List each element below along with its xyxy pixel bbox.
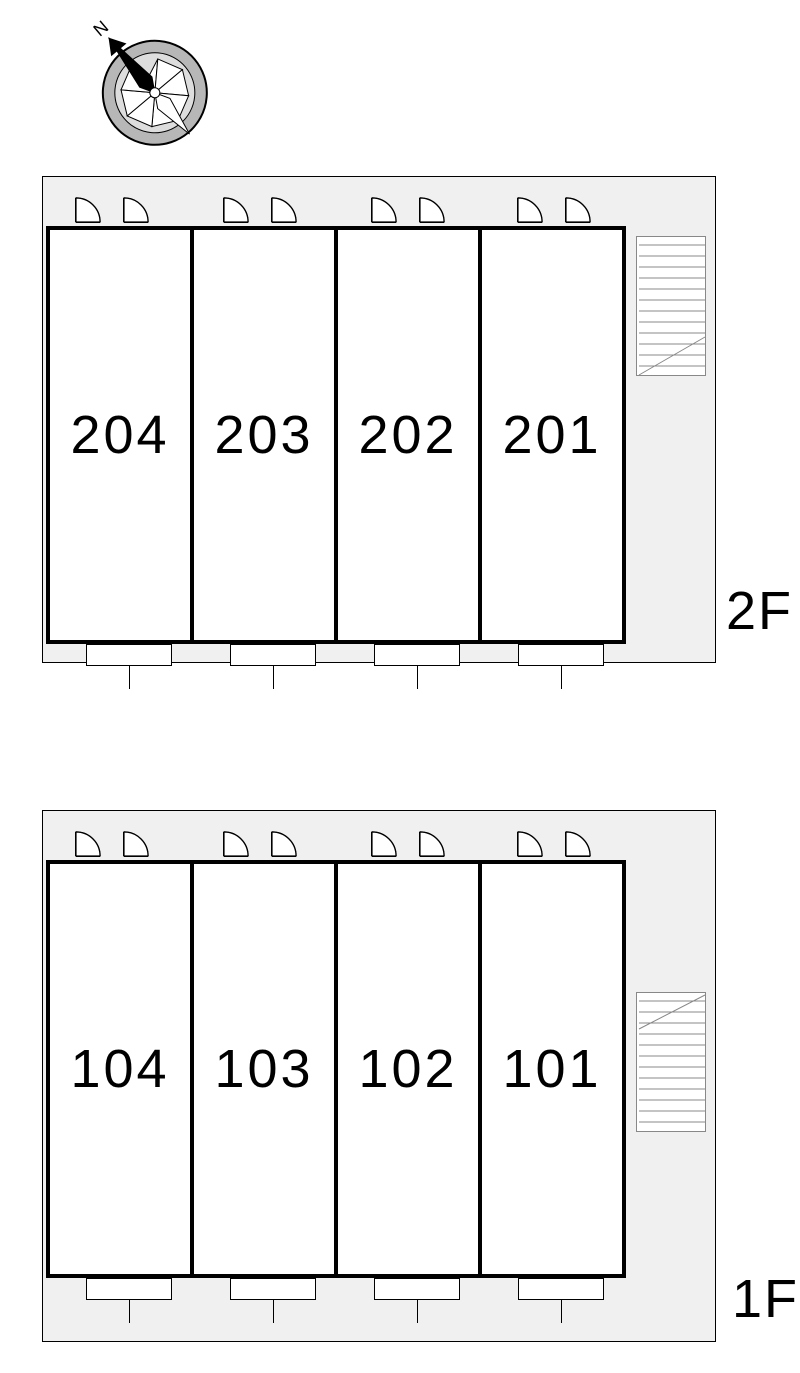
- compass-rose: N: [60, 20, 220, 180]
- unit-cell: 103: [190, 860, 338, 1278]
- unit-cell: 204: [46, 226, 194, 644]
- unit-label: 104: [70, 1038, 169, 1100]
- balcony: [230, 1278, 316, 1300]
- balcony: [518, 1278, 604, 1300]
- unit-label: 202: [358, 404, 457, 466]
- unit-label: 101: [502, 1038, 601, 1100]
- unit-label: 203: [214, 404, 313, 466]
- units-row: 104 103 102 101: [46, 860, 626, 1278]
- floor-label: 1F: [732, 1268, 799, 1330]
- unit-cell: 102: [334, 860, 482, 1278]
- floorplan-canvas: N 204 203 202 201 2F 104 103 102 101 1F: [0, 0, 800, 1373]
- unit-label: 102: [358, 1038, 457, 1100]
- units-row: 204 203 202 201: [46, 226, 626, 644]
- balcony: [518, 644, 604, 666]
- floor-label: 2F: [726, 580, 793, 642]
- balcony: [86, 644, 172, 666]
- unit-cell: 104: [46, 860, 194, 1278]
- balcony: [230, 644, 316, 666]
- balcony: [374, 644, 460, 666]
- stair-icon: [636, 236, 706, 376]
- balcony: [374, 1278, 460, 1300]
- balcony: [86, 1278, 172, 1300]
- unit-cell: 202: [334, 226, 482, 644]
- unit-label: 204: [70, 404, 169, 466]
- svg-text:N: N: [89, 20, 112, 40]
- unit-cell: 203: [190, 226, 338, 644]
- unit-cell: 201: [478, 226, 626, 644]
- unit-label: 103: [214, 1038, 313, 1100]
- stair-icon: [636, 992, 706, 1132]
- unit-cell: 101: [478, 860, 626, 1278]
- unit-label: 201: [502, 404, 601, 466]
